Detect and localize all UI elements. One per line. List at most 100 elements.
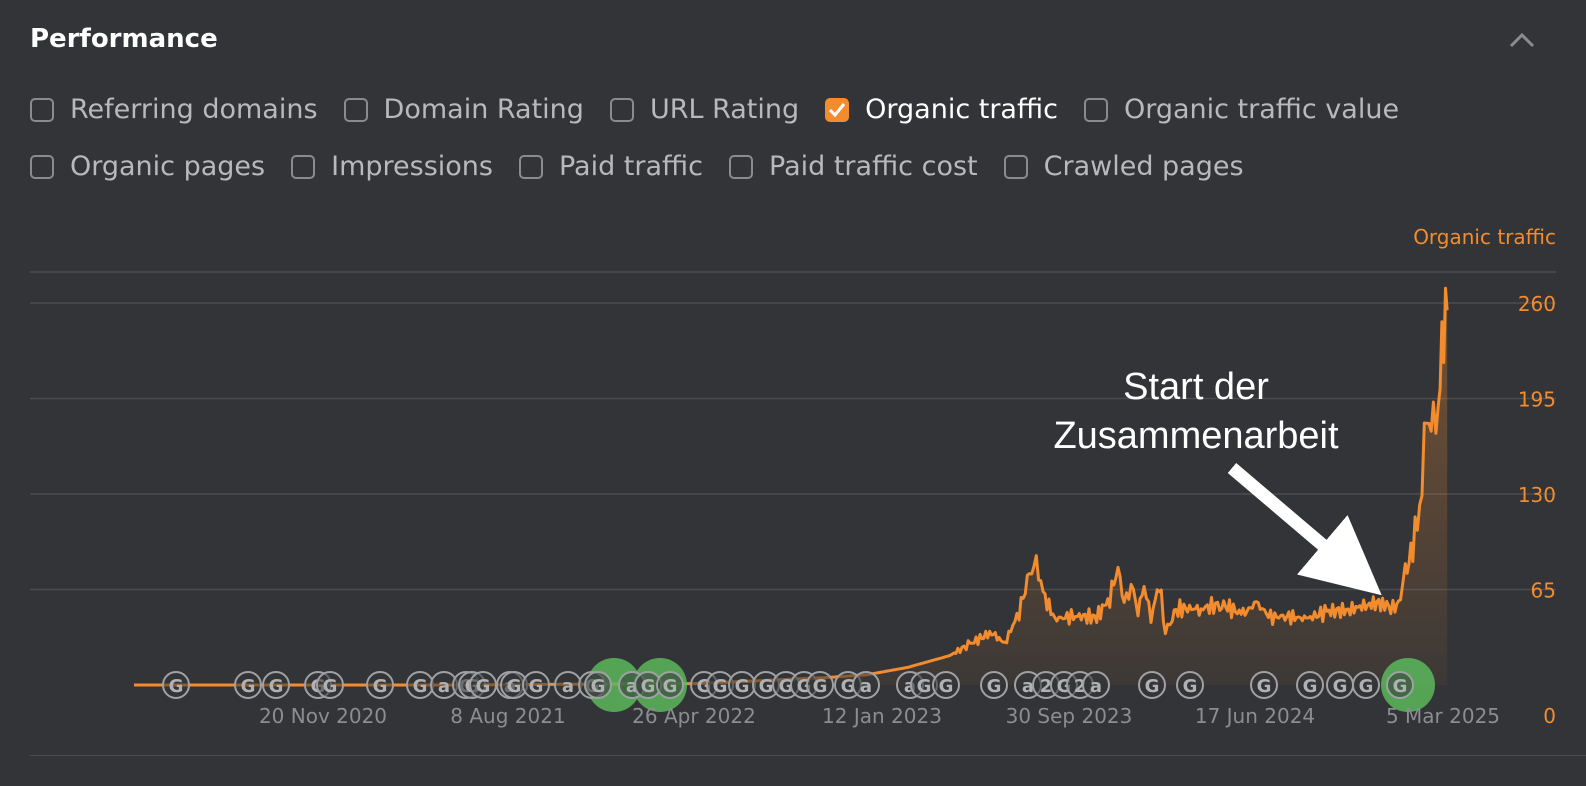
- event-marker[interactable]: [316, 671, 344, 699]
- checkbox-icon[interactable]: [343, 97, 368, 122]
- metric-label: Domain Rating: [383, 94, 584, 125]
- metric-crawled-pages[interactable]: Crawled pages: [1003, 151, 1244, 182]
- event-marker[interactable]: [1296, 671, 1324, 699]
- metric-organic-traffic[interactable]: Organic traffic: [825, 94, 1058, 125]
- event-marker-label: G: [241, 676, 256, 697]
- x-tick-label: 17 Jun 2024: [1195, 704, 1315, 728]
- event-marker[interactable]: [980, 671, 1008, 699]
- annotation-arrow: [1227, 463, 1382, 596]
- event-marker[interactable]: [234, 671, 262, 699]
- event-marker-label: G: [1303, 676, 1318, 697]
- event-marker-label: G: [841, 676, 856, 697]
- event-marker-label: G: [939, 676, 954, 697]
- x-tick-label: 30 Sep 2023: [1006, 704, 1133, 728]
- metric-domain-rating[interactable]: Domain Rating: [343, 94, 584, 125]
- x-tick-label: 26 Apr 2022: [632, 704, 756, 728]
- annotation-line-2: Zusammenarbeit: [1053, 415, 1339, 457]
- annotation-line-1: Start der: [1123, 366, 1269, 408]
- event-marker-label: G: [735, 676, 750, 697]
- checkbox-icon[interactable]: [30, 154, 54, 179]
- event-marker[interactable]: [1352, 671, 1380, 699]
- event-marker-label: a: [562, 676, 574, 697]
- event-marker-label: G: [759, 676, 774, 697]
- traffic-area: [134, 288, 1448, 685]
- chevron-up-icon[interactable]: [1508, 30, 1536, 50]
- event-marker[interactable]: [162, 671, 190, 699]
- event-marker[interactable]: [366, 671, 394, 699]
- event-marker-label: a: [860, 676, 872, 697]
- metric-organic-traffic-value[interactable]: Organic traffic value: [1083, 94, 1399, 125]
- event-marker-label: G: [269, 676, 284, 697]
- event-marker[interactable]: [1138, 671, 1166, 699]
- checkbox-icon[interactable]: [609, 97, 634, 122]
- metric-label: Referring domains: [70, 94, 318, 125]
- x-tick-label: 8 Aug 2021: [450, 704, 565, 728]
- metric-referring-domains[interactable]: Referring domains: [30, 94, 318, 125]
- event-marker-label: G: [591, 676, 606, 697]
- checkbox-icon[interactable]: [518, 154, 543, 179]
- checkbox-icon[interactable]: [1083, 97, 1108, 122]
- x-tick-label: 20 Nov 2020: [259, 704, 387, 728]
- event-marker[interactable]: [1386, 671, 1414, 699]
- checkbox-icon[interactable]: [1003, 154, 1028, 179]
- event-marker-label: G: [1145, 676, 1160, 697]
- event-marker-label: G: [1257, 676, 1272, 697]
- x-tick-label: 12 Jan 2023: [822, 704, 942, 728]
- metric-label: Paid traffic: [558, 151, 703, 182]
- checkbox-checked-icon[interactable]: [825, 97, 850, 122]
- metrics-row-1: Referring domains Domain Rating URL Rati…: [30, 94, 1425, 125]
- metric-paid-traffic[interactable]: Paid traffic: [518, 151, 703, 182]
- event-marker[interactable]: [932, 671, 960, 699]
- event-marker-label: G: [1359, 676, 1374, 697]
- event-marker-label: a: [438, 676, 450, 697]
- event-marker-label: G: [1393, 676, 1408, 697]
- metric-label: Organic traffic: [865, 94, 1058, 125]
- metric-label: Impressions: [331, 151, 493, 182]
- event-marker-label: a: [1022, 676, 1034, 697]
- panel-title: Performance: [30, 24, 218, 54]
- event-marker-label: G: [507, 676, 522, 697]
- event-marker-label: G: [373, 676, 388, 697]
- metric-label: Organic pages: [70, 151, 266, 182]
- event-marker-label: G: [169, 676, 184, 697]
- checkbox-icon[interactable]: [291, 154, 316, 179]
- metric-paid-traffic-cost[interactable]: Paid traffic cost: [729, 151, 978, 182]
- event-marker[interactable]: [852, 671, 880, 699]
- divider: [30, 755, 1586, 756]
- event-marker-label: G: [813, 676, 828, 697]
- y-tick-label: 65: [1531, 579, 1556, 603]
- event-marker[interactable]: [1176, 671, 1204, 699]
- event-marker[interactable]: [262, 671, 290, 699]
- event-marker-label: 2: [1040, 676, 1053, 697]
- checkbox-icon[interactable]: [30, 97, 54, 122]
- event-marker[interactable]: [584, 671, 612, 699]
- y-tick-label: 0: [1543, 704, 1556, 728]
- event-marker-label: G: [529, 676, 544, 697]
- metric-url-rating[interactable]: URL Rating: [609, 94, 800, 125]
- metric-label: Paid traffic cost: [769, 151, 978, 182]
- metric-organic-pages[interactable]: Organic pages: [30, 151, 265, 182]
- event-marker-label: G: [476, 676, 491, 697]
- event-marker-label: G: [917, 676, 932, 697]
- legend-organic-traffic[interactable]: Organic traffic: [1413, 225, 1556, 249]
- event-marker-label: G: [987, 676, 1002, 697]
- metric-impressions[interactable]: Impressions: [291, 151, 493, 182]
- event-marker[interactable]: [522, 671, 550, 699]
- metric-label: Crawled pages: [1043, 151, 1244, 182]
- event-marker[interactable]: [806, 671, 834, 699]
- y-tick-label: 130: [1518, 483, 1556, 507]
- event-marker-label: G: [1183, 676, 1198, 697]
- event-marker-label: a: [1090, 676, 1102, 697]
- event-marker[interactable]: [1082, 671, 1110, 699]
- event-marker[interactable]: [1250, 671, 1278, 699]
- checkbox-icon[interactable]: [729, 154, 753, 179]
- metric-label: URL Rating: [649, 94, 800, 125]
- event-marker-label: G: [779, 676, 794, 697]
- event-marker[interactable]: [656, 671, 684, 699]
- event-marker-label: G: [713, 676, 728, 697]
- event-marker-label: G: [1333, 676, 1348, 697]
- y-tick-label: 195: [1518, 388, 1556, 412]
- event-marker-label: G: [641, 676, 656, 697]
